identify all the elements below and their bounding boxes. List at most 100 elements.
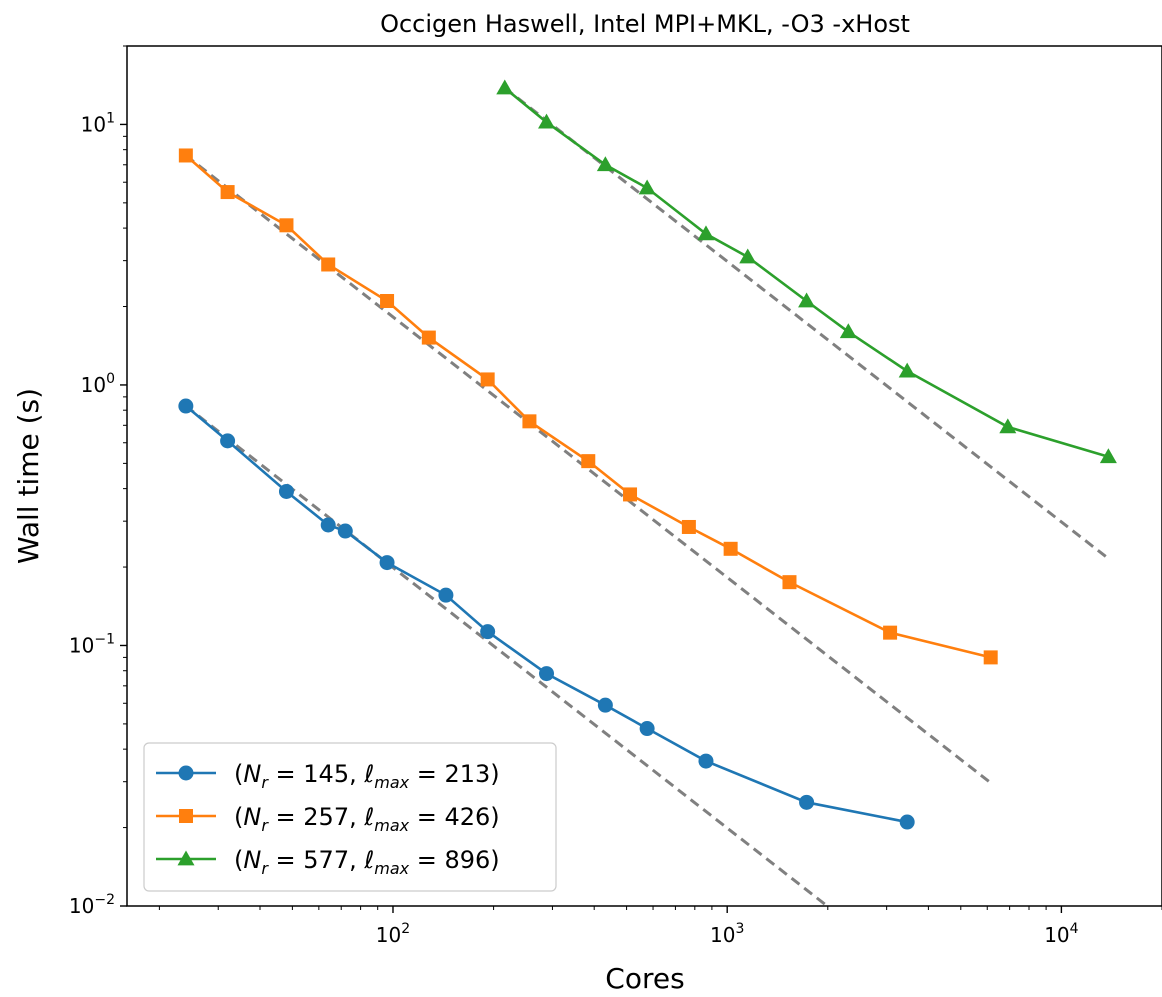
legend-label-part: N [243,803,261,831]
series-3-point [1099,448,1117,464]
x-tick-label: 103 [710,921,744,947]
legend-box [143,742,557,892]
y-tick-exponent: 1 [106,110,115,126]
legend-entry-2: (Nr = 257, ℓmax = 426) [156,803,500,835]
series-3-point [697,225,715,241]
legend-label-part: max [374,816,409,835]
series-3-point [596,156,614,172]
legend: (Nr = 145, ℓmax = 213)(Nr = 257, ℓmax = … [143,742,557,892]
series-3-point [739,248,757,264]
series-1 [178,398,915,830]
y-tick-label: 10−1 [69,631,115,657]
legend-label-part: ( [234,803,243,831]
plot-area [178,79,1117,906]
y-tick-exponent: −2 [94,892,115,908]
series-1-point [698,753,714,769]
series-1-line [185,405,908,824]
series-2-point [421,330,436,345]
series-2-point [581,454,596,469]
series-1-point [379,555,395,571]
series-2-point [782,575,797,590]
legend-label-part: = 213) [409,760,500,788]
series-1-point [799,794,815,810]
series-1-point [220,433,236,449]
legend-label-part: N [243,846,261,874]
legend-label-part: N [243,760,261,788]
legend-label-part: ℓ [363,803,374,831]
series-1-point [337,523,353,539]
series-2 [178,148,998,665]
legend-label-part: ℓ [363,760,374,788]
legend-marker [179,809,193,823]
series-1-point [320,517,336,533]
series-3-line [503,86,1109,459]
x-tick-exponent: 4 [1070,921,1079,937]
series-2-point [522,414,537,429]
legend-label-part: ℓ [363,846,374,874]
series-2-point [983,650,998,665]
legend-label-part: max [374,773,409,792]
series-3-point [496,79,514,95]
series-1-point [639,721,655,737]
series-3-point [839,323,857,339]
y-tick-label: 10−2 [69,892,115,918]
legend-label-part: r [261,816,269,835]
legend-label-part: r [261,773,269,792]
plot-inner [178,79,1117,906]
legend-marker [178,765,194,781]
series-3-point [638,179,656,195]
legend-label: (Nr = 577, ℓmax = 896) [234,846,500,878]
series-3-point [898,362,916,378]
series-1-point [178,398,194,414]
x-axis-label: Cores [605,962,684,995]
series-2-point [220,185,235,200]
legend-label: (Nr = 145, ℓmax = 213) [234,760,500,792]
series-3-point [999,418,1017,434]
y-tick-label: 101 [81,110,115,136]
series-3-point [538,113,556,129]
legend-label: (Nr = 257, ℓmax = 426) [234,803,500,835]
x-tick-exponent: 3 [735,921,744,937]
series-1-point [899,814,915,830]
legend-label-part: max [374,859,409,878]
series-2-point [380,294,395,309]
y-axis-label: Wall time (s) [12,388,45,564]
series-2-point [480,372,495,387]
series-2-point [623,487,638,502]
series-1-point [597,697,613,713]
legend-label-part: ( [234,760,243,788]
y-tick-exponent: −1 [94,631,115,647]
legend-entry-1: (Nr = 145, ℓmax = 213) [156,760,500,792]
legend-label-part: = 896) [409,846,500,874]
series-2-point [321,257,336,272]
legend-label-part: = 426) [409,803,500,831]
series-2-point [883,625,898,640]
legend-label-part: = 577, [268,846,364,874]
legend-label-part: ( [234,846,243,874]
axes-frame [126,45,1162,907]
legend-marker [177,850,195,866]
reference-line-2 [184,154,992,785]
series-1-point [539,666,555,682]
series-3 [496,79,1117,464]
series-2-point [279,218,294,233]
series-2-line [184,154,992,659]
series-2-point [178,148,193,163]
legend-label-part: = 145, [268,760,364,788]
x-tick-exponent: 2 [401,921,410,937]
x-tick-label: 102 [376,921,410,947]
series-1-point [278,483,294,499]
series-1-point [438,587,454,603]
series-1-point [480,624,496,640]
legend-entry-3: (Nr = 577, ℓmax = 896) [156,846,500,878]
legend-label-part: = 257, [268,803,364,831]
y-tick-exponent: 0 [106,371,115,387]
y-tick-label: 100 [81,371,115,397]
series-2-point [681,519,696,534]
legend-label-part: r [261,859,269,878]
series-3-point [798,292,816,308]
series-2-point [723,541,738,556]
x-tick-label: 104 [1044,921,1078,947]
